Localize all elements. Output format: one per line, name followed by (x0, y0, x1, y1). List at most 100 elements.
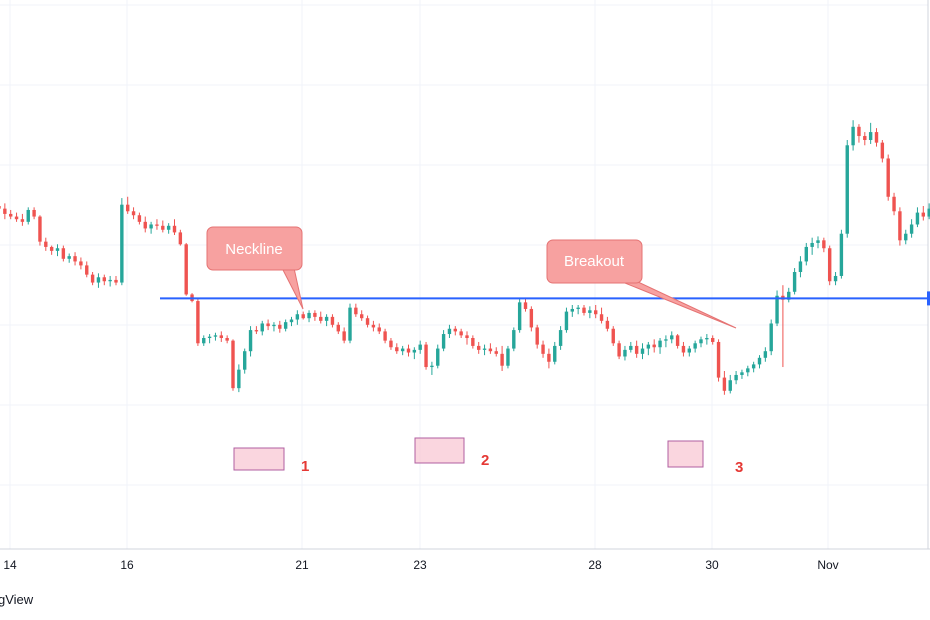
candle-body (851, 126, 855, 146)
candle-body (488, 348, 493, 352)
candle-body (377, 327, 381, 332)
x-tick-label: 23 (413, 558, 427, 572)
candle-body (740, 372, 744, 375)
candle-body (763, 351, 768, 358)
candle-body (365, 318, 370, 325)
candle-body (798, 261, 803, 272)
candle-body (664, 339, 668, 341)
candle-body (646, 344, 651, 349)
candle-body (564, 311, 569, 331)
candle-body (184, 244, 188, 295)
x-tick-label: 21 (295, 558, 309, 572)
candle-body (570, 308, 574, 312)
breakout-callout[interactable]: Breakout (546, 239, 737, 329)
neckline-callout[interactable]: Neckline (206, 226, 304, 310)
candle-body (213, 335, 218, 337)
candle-body (757, 357, 762, 365)
candle-body (354, 307, 358, 315)
candle-body (225, 338, 229, 341)
candle-body (675, 335, 680, 346)
candle-body (652, 344, 656, 348)
candle-body (915, 212, 920, 225)
candle-body (383, 331, 387, 341)
candle-body (248, 330, 253, 352)
candle-body (400, 348, 405, 352)
candle-body (465, 335, 469, 338)
candle-body (67, 256, 71, 259)
candle-body (874, 132, 879, 143)
candle-body (517, 302, 522, 331)
candle-body (553, 345, 557, 362)
candle-body (482, 348, 487, 350)
candle-body (79, 261, 83, 266)
candle-body (283, 322, 288, 329)
candle-body (921, 212, 925, 217)
candle-body (32, 209, 36, 217)
candle-body (558, 330, 563, 346)
bottom-1-box (233, 447, 285, 471)
candle-body (436, 348, 440, 366)
candle-body (792, 272, 797, 292)
candle-body (202, 338, 206, 344)
candle-body (459, 331, 463, 336)
candle-body (494, 351, 498, 354)
bottom-1-label: 1 (301, 458, 309, 475)
candle-body (155, 224, 159, 226)
candle-body (681, 345, 686, 353)
candle-body (289, 319, 294, 323)
candle-body (161, 225, 165, 230)
breakout-callout-box (546, 239, 643, 284)
neckline-callout-tail (281, 267, 304, 310)
candle-body (55, 248, 60, 251)
x-tick-label: 28 (588, 558, 602, 572)
candles (0, 120, 930, 395)
candle-body (728, 380, 732, 391)
candle-body (886, 158, 890, 197)
candle-body (909, 224, 914, 234)
bottom-3-label: 3 (735, 459, 743, 476)
candle-body (523, 302, 528, 309)
candle-body (833, 275, 838, 282)
candle-body (716, 341, 721, 378)
candle-body (658, 340, 662, 348)
candle-body (49, 246, 54, 251)
candle-body (424, 344, 428, 368)
candle-body (453, 328, 457, 332)
candle-body (868, 132, 873, 140)
candle-body (149, 224, 153, 229)
candle-body (20, 219, 25, 222)
candle-body (85, 265, 89, 275)
candle-body (307, 312, 311, 319)
candle-body (500, 353, 504, 366)
grid (0, 0, 928, 549)
candle-body (576, 307, 580, 309)
candle-body (260, 323, 264, 332)
candle-body (254, 330, 259, 332)
candle-body (839, 233, 844, 276)
candle-body (822, 240, 826, 249)
candle-body (143, 221, 147, 229)
candle-body (863, 136, 867, 140)
candle-body (73, 256, 77, 262)
candle-body (699, 339, 703, 344)
candle-body (3, 208, 7, 214)
candle-body (336, 324, 340, 332)
candle-body (178, 232, 183, 245)
bottom-3-box (667, 440, 704, 468)
candle-body (599, 314, 604, 321)
candle-body (547, 353, 551, 362)
candle-body (722, 377, 727, 391)
candle-body (857, 126, 861, 137)
candle-body (617, 343, 621, 357)
candle-body (927, 208, 930, 217)
candle-body (131, 211, 136, 216)
candle-body (418, 344, 422, 350)
candle-body (102, 277, 106, 282)
bottom-boxes (233, 437, 704, 471)
candle-body (38, 216, 42, 242)
candle-body (278, 324, 282, 329)
candle-body (705, 338, 709, 340)
candle-body (751, 364, 756, 369)
candle-body (605, 320, 610, 329)
